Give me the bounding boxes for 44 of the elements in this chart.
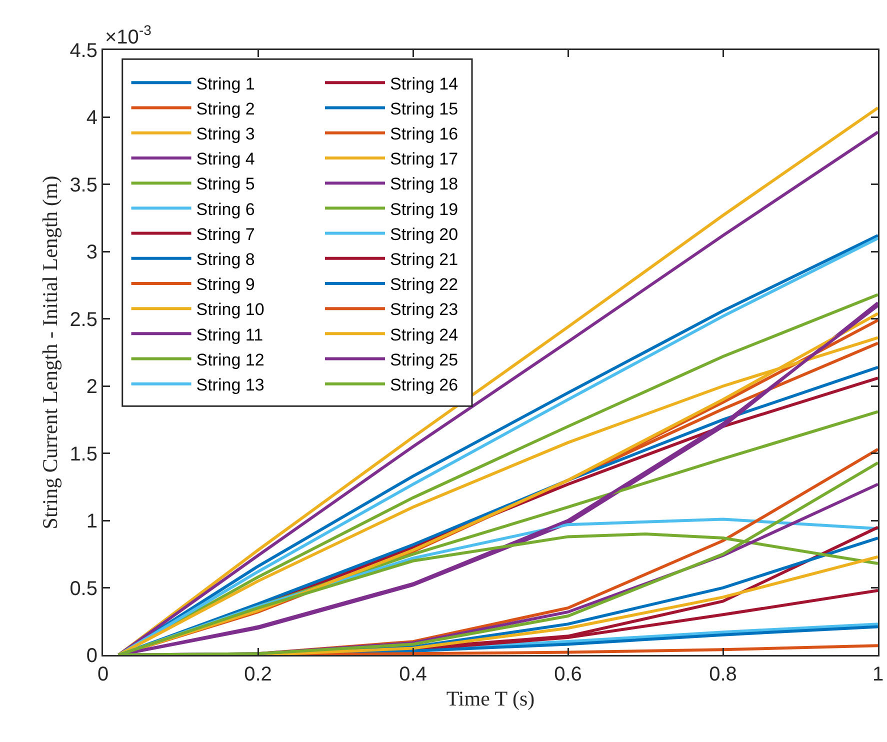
y-tick-label: 0.5 xyxy=(70,578,98,600)
legend-label: String 25 xyxy=(390,350,458,370)
legend-label: String 1 xyxy=(196,74,255,94)
legend-label: String 8 xyxy=(196,250,255,270)
legend-label: String 14 xyxy=(390,74,458,94)
y-tick-label: 3.5 xyxy=(70,174,98,196)
x-tick-label: 0.4 xyxy=(399,664,427,686)
y-tick-label: 1 xyxy=(86,510,98,533)
legend-label: String 20 xyxy=(390,224,458,244)
legend-label: String 10 xyxy=(196,300,264,320)
y-tick-label: 4 xyxy=(86,107,98,130)
legend-label: String 19 xyxy=(390,200,458,219)
legend-label: String 4 xyxy=(196,150,255,169)
legend-label: String 17 xyxy=(390,150,458,169)
legend-label: String 12 xyxy=(196,350,264,370)
x-tick-label: 1 xyxy=(872,664,884,686)
legend-label: String 16 xyxy=(390,124,458,144)
y-tick-label: 4.5 xyxy=(70,40,98,62)
legend-label: String 18 xyxy=(390,174,458,194)
legend-label: String 5 xyxy=(196,174,255,194)
text: ×10$^{-3}$ xyxy=(105,22,152,48)
y-axis-title: String Current Length - Initial Length (m) xyxy=(38,176,62,530)
legend-label: String 26 xyxy=(390,376,458,395)
legend-label: String 15 xyxy=(390,99,458,118)
y-tick-label: 1.5 xyxy=(70,443,98,466)
legend-label: String 3 xyxy=(196,124,255,144)
x-tick-label: 0.6 xyxy=(554,664,582,686)
legend-label: String 22 xyxy=(390,275,458,294)
legend-label: String 9 xyxy=(196,275,255,294)
y-tick-label: 0 xyxy=(86,645,98,667)
legend-label: String 6 xyxy=(196,200,255,219)
legend-label: String 11 xyxy=(196,325,264,344)
legend-label: String 7 xyxy=(196,224,255,244)
x-tick-label: 0.8 xyxy=(709,664,737,686)
x-tick-label: 0.2 xyxy=(244,664,272,686)
legend-label: String 24 xyxy=(390,325,458,344)
legend-label: String 13 xyxy=(196,376,264,395)
legend-label: String 23 xyxy=(390,300,458,320)
legend-label: String 2 xyxy=(196,99,255,118)
y-tick-label: 3 xyxy=(86,242,98,264)
x-axis-title: Time T (s) xyxy=(446,686,535,710)
y-tick-label: 2.5 xyxy=(70,308,98,331)
legend-label: String 21 xyxy=(390,250,458,270)
y-tick-label: 2 xyxy=(86,376,98,398)
